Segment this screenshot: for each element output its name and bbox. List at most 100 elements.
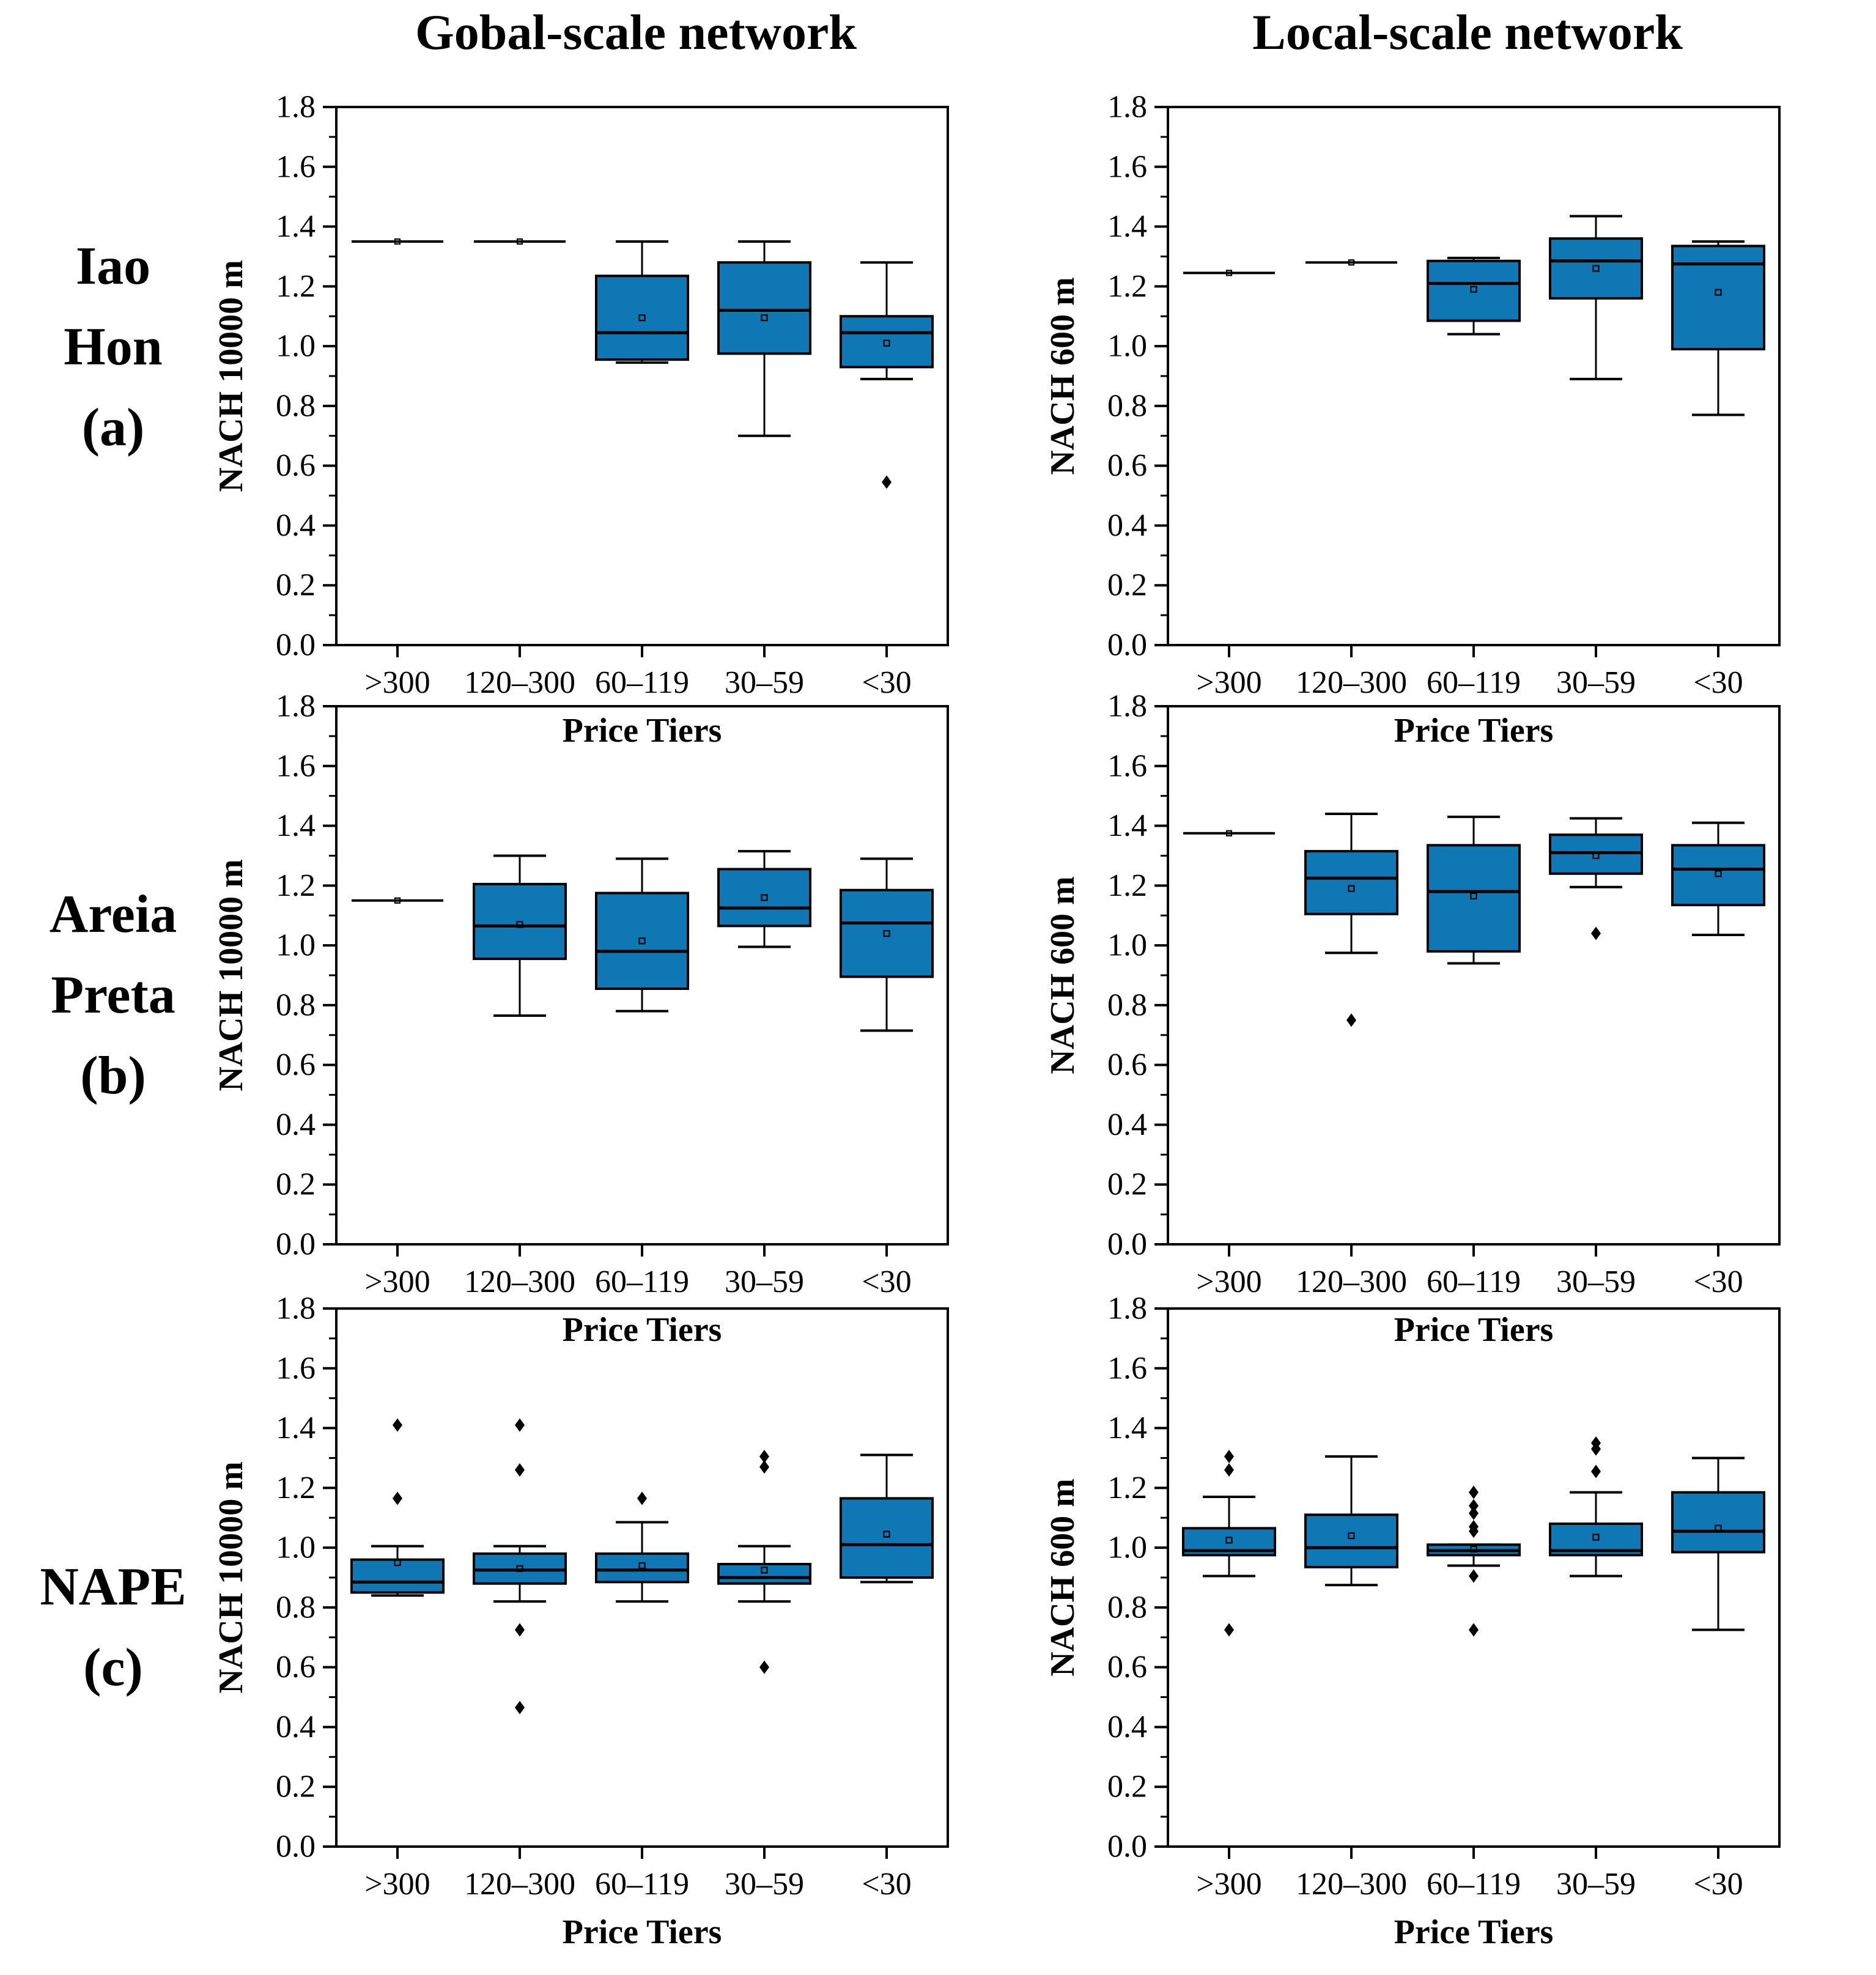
- box-group-120–300: [1305, 259, 1397, 266]
- mean-marker: [638, 1562, 646, 1570]
- svg-text:0.0: 0.0: [276, 1227, 316, 1262]
- mean-marker: [1348, 885, 1355, 892]
- x-tick-label: 120–300: [464, 665, 575, 700]
- svg-text:1.0: 1.0: [276, 329, 316, 364]
- svg-text:0.4: 0.4: [1107, 508, 1147, 543]
- box-group-30–59: [717, 240, 811, 437]
- svg-text:0.6: 0.6: [1107, 448, 1147, 483]
- mean-marker: [1348, 1532, 1355, 1540]
- iqr-box: [595, 892, 689, 990]
- y-axis: 0.0 0.2 0.4 0.6 0.8 1.0 1.2 1.4 1.6 1.8 NACH 10000…: [212, 90, 336, 663]
- iqr-box: [1671, 844, 1765, 907]
- y-axis: 0.0 0.2 0.4 0.6 0.8 1.0 1.2 1.4 1.6 1.8 NACH 600 m: [1044, 1291, 1168, 1864]
- x-tick-label: >300: [364, 665, 430, 700]
- row-label-iao-hon: Iao Hon (a): [0, 226, 226, 468]
- box-group-<30: [840, 1453, 934, 1584]
- iqr-box: [1671, 245, 1765, 351]
- svg-text:1.8: 1.8: [276, 1291, 316, 1326]
- boxplot-iao-hon-global: 0.0 0.2 0.4 0.6 0.8 1.0 1.2 1.4 1.6 1.8 NACH 10000…: [212, 90, 949, 750]
- svg-text:0.8: 0.8: [1107, 388, 1147, 423]
- row-label-line: (a): [81, 398, 145, 457]
- box-group->300: [352, 897, 443, 904]
- box-group-60–119: [595, 857, 689, 1013]
- box-group-30–59: [717, 850, 811, 948]
- svg-text:0.0: 0.0: [1107, 1829, 1147, 1864]
- x-tick-label: 120–300: [1296, 1264, 1407, 1299]
- svg-text:0.0: 0.0: [276, 1829, 316, 1864]
- iqr-box: [1549, 237, 1643, 300]
- x-tick-label: <30: [862, 665, 911, 700]
- column-title-global: Gobal-scale network: [415, 4, 857, 60]
- mean-marker: [1592, 1534, 1600, 1541]
- box-group-30–59: [1549, 215, 1643, 380]
- row-label-areia-preta: Areia Preta (b): [0, 874, 226, 1117]
- iqr-box: [595, 275, 689, 361]
- mean-marker: [1592, 852, 1600, 860]
- iqr-box: [1304, 850, 1398, 915]
- x-tick-label: 60–119: [595, 1264, 689, 1299]
- x-axis: >300 120–300 60–119 30–59 <30 Price Tiers: [1196, 645, 1743, 750]
- svg-text:0.2: 0.2: [276, 568, 316, 603]
- svg-text:0.4: 0.4: [276, 508, 316, 543]
- x-tick-label: 60–119: [595, 1867, 689, 1902]
- box-group-120–300: [1304, 813, 1398, 1027]
- y-axis-title: NACH 600 m: [1044, 277, 1082, 475]
- x-tick-label: 30–59: [725, 1264, 804, 1299]
- outlier-marker: [1469, 1524, 1479, 1538]
- boxplot-iao-hon-local: 0.0 0.2 0.4 0.6 0.8 1.0 1.2 1.4 1.6 1.8 NACH 600 m…: [1044, 90, 1781, 750]
- svg-text:0.0: 0.0: [1107, 1227, 1147, 1262]
- x-tick-label: 120–300: [464, 1264, 575, 1299]
- mean-marker: [394, 1559, 401, 1567]
- iqr-box: [1304, 1513, 1398, 1568]
- svg-text:0.8: 0.8: [1107, 987, 1147, 1022]
- outlier-marker: [515, 1418, 525, 1432]
- boxplot-nape-global: 0.0 0.2 0.4 0.6 0.8 1.0 1.2 1.4 1.6 1.8 NACH 10000…: [212, 1291, 949, 1951]
- mean-marker: [394, 238, 401, 245]
- outlier-marker: [1591, 1464, 1601, 1478]
- x-tick-label: 30–59: [725, 1867, 804, 1902]
- row-label-line: NAPE: [40, 1557, 186, 1617]
- outlier-marker: [1224, 1623, 1234, 1637]
- box-group->300: [350, 1418, 445, 1597]
- svg-text:1.6: 1.6: [276, 748, 316, 783]
- row-label-line: (c): [83, 1638, 143, 1697]
- svg-text:1.4: 1.4: [276, 1411, 316, 1445]
- axes-frame: [1167, 705, 1781, 1246]
- mean-marker: [1225, 270, 1233, 276]
- box-group-<30: [1671, 1456, 1765, 1631]
- svg-text:1.6: 1.6: [1107, 748, 1147, 783]
- outlier-marker: [393, 1491, 402, 1505]
- mean-marker: [761, 1567, 768, 1574]
- mean-marker: [1470, 892, 1477, 900]
- svg-text:0.2: 0.2: [1107, 1167, 1147, 1202]
- svg-text:1.4: 1.4: [276, 209, 316, 244]
- outlier-marker: [637, 1491, 647, 1505]
- outlier-marker: [515, 1623, 525, 1637]
- y-axis-title: NACH 10000 m: [212, 1461, 250, 1694]
- x-tick-label: 120–300: [1296, 665, 1407, 700]
- outlier-marker: [515, 1463, 525, 1477]
- outlier-marker: [393, 1418, 402, 1432]
- svg-text:1.2: 1.2: [276, 269, 316, 304]
- outlier-marker: [1224, 1463, 1234, 1477]
- boxplot-nape-local: 0.0 0.2 0.4 0.6 0.8 1.0 1.2 1.4 1.6 1.8 NACH 600 m…: [1044, 1291, 1781, 1951]
- svg-text:0.6: 0.6: [276, 1047, 316, 1082]
- x-axis-title: Price Tiers: [1394, 1311, 1554, 1349]
- svg-text:0.6: 0.6: [1107, 1047, 1147, 1082]
- x-axis-title: Price Tiers: [563, 1311, 722, 1349]
- svg-text:1.2: 1.2: [1107, 868, 1147, 903]
- svg-text:1.4: 1.4: [1107, 209, 1147, 244]
- row-label-line: (b): [80, 1046, 146, 1106]
- svg-text:1.2: 1.2: [276, 1471, 316, 1505]
- x-tick-label: >300: [364, 1867, 430, 1902]
- svg-text:0.6: 0.6: [276, 1650, 316, 1685]
- x-tick-label: 30–59: [1556, 1264, 1636, 1299]
- svg-text:1.4: 1.4: [1107, 1411, 1147, 1445]
- svg-text:1.0: 1.0: [1107, 928, 1147, 963]
- box-group-30–59: [1549, 1436, 1643, 1578]
- outlier-marker: [882, 475, 892, 489]
- x-axis-title: Price Tiers: [563, 712, 722, 750]
- svg-text:0.2: 0.2: [276, 1167, 316, 1202]
- box-group-60–119: [1427, 256, 1521, 336]
- svg-text:1.0: 1.0: [1107, 1530, 1147, 1565]
